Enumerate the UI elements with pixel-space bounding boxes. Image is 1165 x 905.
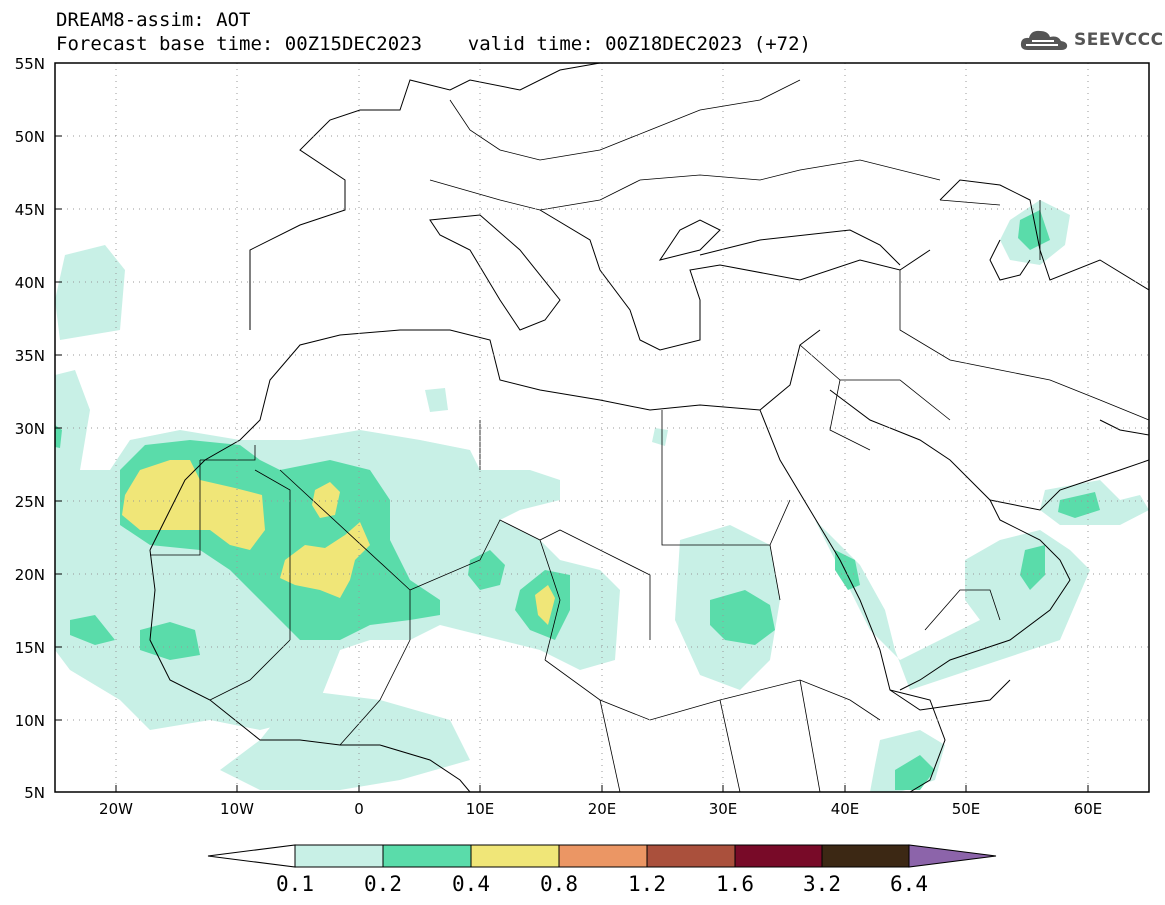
cloud-icon — [1020, 30, 1068, 50]
colorbar-bin-6 — [734, 844, 823, 868]
logo-text: SEEVCCC — [1074, 30, 1164, 50]
axis-ticks — [55, 62, 1089, 792]
colorbar-bin-1 — [294, 844, 384, 868]
graticule — [55, 63, 1149, 792]
colorbar-bin-7 — [821, 844, 910, 868]
lat-label: 40N — [14, 274, 45, 292]
lat-label: 35N — [14, 347, 45, 365]
coastlines — [149, 63, 1149, 792]
colorbar-label: 0.8 — [540, 872, 578, 896]
lon-label: 30E — [708, 800, 738, 818]
lat-label: 55N — [14, 55, 45, 73]
lon-label: 0 — [354, 800, 364, 818]
colorbar-bin-2 — [382, 844, 472, 868]
lon-label: 60E — [1073, 800, 1103, 818]
lon-label: 50E — [951, 800, 981, 818]
colorbar — [207, 844, 997, 868]
lon-label: 20W — [99, 800, 133, 818]
lon-label: 10W — [220, 800, 254, 818]
seevccc-logo: SEEVCCC — [1018, 26, 1164, 54]
colorbar-label: 0.1 — [276, 872, 314, 896]
colorbar-label: 0.4 — [452, 872, 490, 896]
colorbar-label: 1.2 — [628, 872, 666, 896]
lat-label: 20N — [14, 566, 45, 584]
lat-label: 45N — [14, 201, 45, 219]
lon-label: 40E — [830, 800, 860, 818]
lat-label: 5N — [24, 784, 45, 802]
colorbar-label: 3.2 — [803, 872, 841, 896]
lat-label: 25N — [14, 493, 45, 511]
lat-label: 10N — [14, 712, 45, 730]
lat-label: 50N — [14, 128, 45, 146]
colorbar-bin-4 — [558, 844, 648, 868]
colorbar-bin-3 — [470, 844, 560, 868]
forecast-time-line: Forecast base time: 00Z15DEC2023 valid t… — [56, 33, 811, 55]
country-borders — [150, 79, 1149, 792]
lat-label: 15N — [14, 639, 45, 657]
colorbar-label: 6.4 — [890, 872, 928, 896]
lat-label: 30N — [14, 420, 45, 438]
lon-label: 10E — [465, 800, 495, 818]
lon-label: 20E — [587, 800, 617, 818]
aot-shade-high — [122, 460, 555, 625]
colorbar-over-triangle — [908, 844, 997, 868]
colorbar-label: 0.2 — [364, 872, 402, 896]
colorbar-under-triangle — [207, 844, 296, 868]
colorbar-bin-5 — [646, 844, 736, 868]
colorbar-label: 1.6 — [716, 872, 754, 896]
map-title: DREAM8-assim: AOT — [56, 9, 251, 31]
